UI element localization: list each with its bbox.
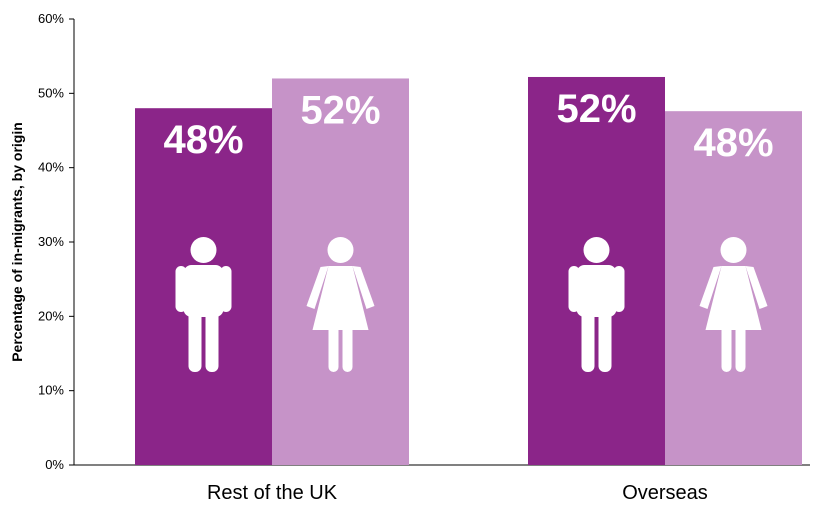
female-person-icon	[306, 237, 375, 372]
y-tick-label: 60%	[38, 11, 64, 26]
axes: 0% 10% 20% 30% 40% 50% 60% Rest of the UK Overse…	[38, 11, 810, 504]
bars	[135, 76, 802, 465]
bar-value-label: 48%	[693, 121, 773, 165]
male-person-icon	[175, 237, 232, 372]
bar-value-label: 52%	[556, 87, 636, 131]
y-tick-label: 0%	[45, 457, 64, 472]
x-category-label: Overseas	[622, 482, 708, 504]
y-tick-label: 40%	[38, 160, 64, 175]
male-person-icon	[568, 237, 625, 372]
y-tick-label: 20%	[38, 308, 64, 323]
data-labels: 48% 52% 52% 48%	[163, 87, 773, 165]
person-icons	[175, 237, 768, 372]
bar-value-label: 52%	[300, 88, 380, 132]
y-axis-label: Percentage of in-migrants, by origin	[9, 122, 25, 362]
y-tick-label: 30%	[38, 234, 64, 249]
x-category-label: Rest of the UK	[207, 482, 338, 504]
y-tick-label: 10%	[38, 383, 64, 398]
y-tick-label: 50%	[38, 85, 64, 100]
female-person-icon	[699, 237, 768, 372]
bar-value-label: 48%	[163, 118, 243, 162]
